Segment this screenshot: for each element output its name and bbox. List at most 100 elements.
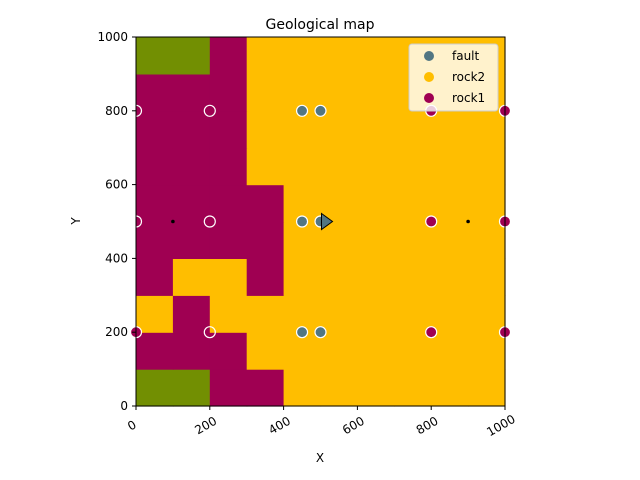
map-cell-basement <box>172 369 211 407</box>
data-point-fault <box>295 104 309 117</box>
y-tick-label: 600 <box>105 178 128 192</box>
x-tick-label: 800 <box>414 414 441 438</box>
map-cell-rock2 <box>357 147 395 186</box>
map-cell-rock2 <box>246 332 285 370</box>
map-cell-rock2 <box>468 258 506 296</box>
map-cell-rock2 <box>283 369 322 407</box>
map-cell-rock2 <box>357 37 395 75</box>
y-axis-label: Y <box>69 217 83 226</box>
map-cell-rock2 <box>320 73 358 112</box>
legend-swatch-rock1 <box>424 93 434 103</box>
map-cell-rock1 <box>136 332 174 370</box>
map-cell-rock2 <box>394 332 432 370</box>
map-cell-rock2 <box>357 221 395 259</box>
map-cell-rock2 <box>468 147 506 186</box>
map-cell-rock1 <box>209 147 248 186</box>
map-cell-rock2 <box>283 110 322 149</box>
chart-title: Geological map <box>266 17 375 33</box>
map-cell-rock2 <box>357 184 395 223</box>
map-cell-rock2 <box>357 295 395 333</box>
data-point-none <box>203 215 216 228</box>
map-cell-rock1 <box>136 184 174 223</box>
map-cell-rock2 <box>394 295 432 333</box>
map-cell-basement <box>172 37 211 75</box>
data-point-fault <box>295 326 309 339</box>
map-cell-rock1 <box>209 332 248 370</box>
map-cell-rock1 <box>246 221 285 259</box>
map-cell-rock2 <box>357 369 395 407</box>
map-cell-rock1 <box>172 332 211 370</box>
map-cell-rock1 <box>209 73 248 112</box>
map-cell-rock2 <box>209 295 248 333</box>
map-cell-rock2 <box>320 369 358 407</box>
map-cell-rock2 <box>394 147 432 186</box>
legend-swatch-fault <box>424 51 434 61</box>
legend-label-rock1: rock1 <box>452 91 485 105</box>
map-cell-rock1 <box>136 221 174 259</box>
legend: fault rock2 rock1 <box>408 43 499 112</box>
x-tick-label: 1000 <box>484 412 517 439</box>
x-tick-label: 200 <box>192 414 219 438</box>
map-cell-rock2 <box>431 295 469 333</box>
y-tick-label: 400 <box>105 251 128 265</box>
map-cell-rock2 <box>320 221 358 259</box>
y-tick-label: 800 <box>105 104 128 118</box>
map-cell-rock2 <box>394 184 432 223</box>
map-cell-rock2 <box>357 332 395 370</box>
map-cell-rock2 <box>246 73 285 112</box>
map-cell-rock2 <box>283 147 322 186</box>
map-cell-rock1 <box>136 147 174 186</box>
map-cell-rock2 <box>468 295 506 333</box>
map-cell-rock2 <box>431 221 469 259</box>
map-cell-rock2 <box>320 184 358 223</box>
map-cell-rock2 <box>468 110 506 149</box>
map-cell-rock2 <box>283 221 322 259</box>
data-point-fault <box>295 215 309 228</box>
map-cell-rock2 <box>357 73 395 112</box>
map-cell-rock2 <box>320 332 358 370</box>
map-cells <box>136 37 506 407</box>
map-cell-rock2 <box>431 332 469 370</box>
map-cell-rock2 <box>209 258 248 296</box>
legend-label-fault: fault <box>452 49 480 63</box>
map-cell-rock2 <box>394 110 432 149</box>
orientation-marker <box>321 212 334 231</box>
x-tick-label: 0 <box>125 418 139 434</box>
map-cell-rock2 <box>320 258 358 296</box>
map-cell-rock2 <box>468 369 506 407</box>
map-cell-rock2 <box>283 332 322 370</box>
map-cell-rock2 <box>246 37 285 75</box>
map-cell-rock1 <box>172 73 211 112</box>
map-cell-rock1 <box>246 258 285 296</box>
map-cell-rock1 <box>136 110 174 149</box>
map-cell-rock2 <box>320 37 358 75</box>
map-cell-rock2 <box>431 147 469 186</box>
map-cell-rock2 <box>394 258 432 296</box>
x-axis-ticks: 0 200 400 600 800 1000 <box>125 406 518 439</box>
map-cell-rock2 <box>283 37 322 75</box>
map-cell-rock1 <box>136 73 174 112</box>
map-cell-rock1 <box>209 110 248 149</box>
map-cell-rock1 <box>246 184 285 223</box>
legend-label-rock2: rock2 <box>452 70 485 84</box>
map-cell-rock2 <box>320 110 358 149</box>
map-cell-basement <box>136 37 174 75</box>
map-cell-rock2 <box>320 147 358 186</box>
map-cell-rock1 <box>209 221 248 259</box>
map-cell-rock2 <box>431 184 469 223</box>
y-tick-label: 0 <box>120 399 128 413</box>
map-cell-rock1 <box>209 184 248 223</box>
plot-frame <box>135 36 506 407</box>
map-cell-rock1 <box>246 369 285 407</box>
map-cell-rock1 <box>209 37 248 75</box>
legend-swatch-rock2 <box>424 72 434 82</box>
map-cell-rock1 <box>172 147 211 186</box>
map-cell-rock2 <box>246 147 285 186</box>
map-cell-rock2 <box>431 110 469 149</box>
x-tick-label: 400 <box>266 414 293 438</box>
y-tick-label: 200 <box>105 325 128 339</box>
small-dot <box>466 219 470 224</box>
map-cell-rock2 <box>468 221 506 259</box>
map-cell-rock1 <box>172 110 211 149</box>
